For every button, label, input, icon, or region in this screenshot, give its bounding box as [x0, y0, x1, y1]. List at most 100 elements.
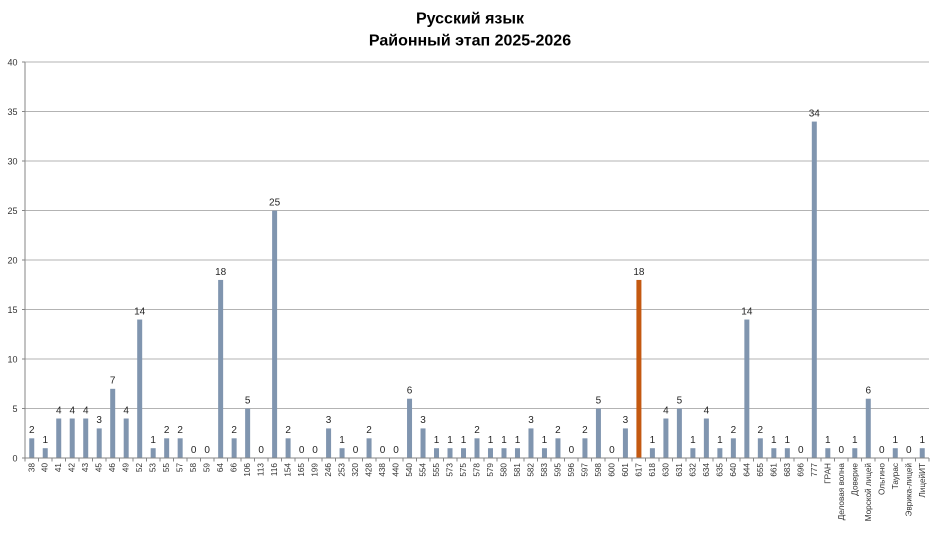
svg-text:3: 3 [420, 415, 426, 426]
svg-text:1: 1 [447, 435, 453, 446]
svg-text:596: 596 [567, 463, 576, 477]
svg-text:0: 0 [312, 445, 318, 456]
svg-text:2: 2 [366, 425, 372, 436]
svg-text:2: 2 [555, 425, 561, 436]
svg-text:601: 601 [621, 463, 630, 477]
svg-text:253: 253 [338, 463, 347, 477]
svg-text:64: 64 [216, 463, 225, 473]
svg-text:2: 2 [177, 425, 183, 436]
svg-text:0: 0 [906, 445, 912, 456]
svg-text:20: 20 [7, 255, 17, 265]
svg-text:45: 45 [95, 463, 104, 473]
svg-text:14: 14 [134, 306, 146, 317]
svg-text:35: 35 [7, 107, 17, 117]
svg-text:617: 617 [634, 463, 643, 477]
svg-text:3: 3 [326, 415, 332, 426]
svg-text:46: 46 [108, 463, 117, 473]
svg-text:583: 583 [540, 463, 549, 477]
svg-text:5: 5 [677, 395, 683, 406]
svg-text:57: 57 [176, 463, 185, 473]
svg-text:2: 2 [758, 425, 764, 436]
svg-text:1: 1 [771, 435, 777, 446]
svg-text:38: 38 [27, 463, 36, 473]
svg-text:55: 55 [162, 463, 171, 473]
svg-text:Ольгино: Ольгино [877, 463, 886, 495]
svg-text:1: 1 [515, 435, 521, 446]
svg-text:0: 0 [609, 445, 615, 456]
svg-text:578: 578 [473, 463, 482, 477]
svg-text:154: 154 [284, 463, 293, 477]
svg-text:1: 1 [892, 435, 898, 446]
svg-text:Эврика-лицей: Эврика-лицей [904, 463, 913, 516]
svg-text:1: 1 [825, 435, 831, 446]
svg-text:2: 2 [285, 425, 291, 436]
svg-text:5: 5 [245, 395, 251, 406]
svg-text:4: 4 [56, 405, 62, 416]
svg-text:428: 428 [365, 463, 374, 477]
svg-text:0: 0 [204, 445, 210, 456]
svg-text:5: 5 [12, 404, 17, 414]
svg-text:320: 320 [351, 463, 360, 477]
svg-text:25: 25 [7, 206, 17, 216]
svg-text:1: 1 [42, 435, 48, 446]
svg-text:113: 113 [257, 463, 266, 476]
svg-text:40: 40 [7, 57, 17, 67]
svg-text:49: 49 [122, 463, 131, 473]
svg-text:34: 34 [809, 108, 821, 119]
svg-text:0: 0 [393, 445, 399, 456]
svg-text:632: 632 [688, 463, 697, 477]
svg-text:0: 0 [879, 445, 885, 456]
svg-text:1: 1 [488, 435, 494, 446]
svg-text:2: 2 [474, 425, 480, 436]
svg-text:4: 4 [83, 405, 89, 416]
svg-text:15: 15 [7, 305, 17, 315]
svg-text:0: 0 [12, 453, 17, 463]
svg-text:25: 25 [269, 197, 281, 208]
svg-text:52: 52 [135, 463, 144, 473]
svg-text:4: 4 [704, 405, 710, 416]
svg-text:4: 4 [663, 405, 669, 416]
svg-text:5: 5 [596, 395, 602, 406]
svg-text:777: 777 [810, 463, 819, 477]
svg-text:116: 116 [270, 463, 279, 476]
svg-text:540: 540 [405, 463, 414, 477]
svg-text:597: 597 [580, 463, 589, 477]
svg-text:3: 3 [528, 415, 534, 426]
svg-text:1: 1 [434, 435, 440, 446]
svg-text:438: 438 [378, 463, 387, 477]
svg-text:1: 1 [690, 435, 696, 446]
svg-text:1: 1 [717, 435, 723, 446]
svg-text:630: 630 [661, 463, 670, 477]
svg-text:40: 40 [41, 463, 50, 473]
svg-text:7: 7 [110, 376, 116, 387]
svg-text:4: 4 [123, 405, 129, 416]
svg-text:3: 3 [96, 415, 102, 426]
svg-text:ГРАН: ГРАН [823, 463, 832, 484]
svg-text:199: 199 [311, 463, 320, 477]
svg-text:1: 1 [461, 435, 467, 446]
svg-text:Таурас: Таурас [891, 463, 900, 489]
svg-text:0: 0 [191, 445, 197, 456]
svg-text:1: 1 [650, 435, 656, 446]
svg-text:600: 600 [607, 463, 616, 477]
svg-text:0: 0 [798, 445, 804, 456]
svg-text:1: 1 [919, 435, 925, 446]
svg-text:2: 2 [731, 425, 737, 436]
svg-text:0: 0 [258, 445, 264, 456]
svg-text:1: 1 [542, 435, 548, 446]
svg-text:3: 3 [623, 415, 629, 426]
svg-text:2: 2 [231, 425, 237, 436]
svg-text:0: 0 [380, 445, 386, 456]
svg-text:6: 6 [407, 386, 413, 397]
svg-text:683: 683 [783, 463, 792, 477]
svg-text:644: 644 [742, 463, 751, 477]
svg-text:0: 0 [839, 445, 845, 456]
svg-text:165: 165 [297, 463, 306, 477]
svg-text:2: 2 [29, 425, 35, 436]
svg-text:ЛицейИТ: ЛицейИТ [918, 463, 927, 498]
svg-text:Районный этап 2025-2026: Районный этап 2025-2026 [369, 33, 571, 50]
svg-text:Доверие: Доверие [850, 463, 859, 496]
svg-text:661: 661 [769, 463, 778, 477]
svg-text:618: 618 [648, 463, 657, 477]
svg-text:18: 18 [633, 267, 645, 278]
